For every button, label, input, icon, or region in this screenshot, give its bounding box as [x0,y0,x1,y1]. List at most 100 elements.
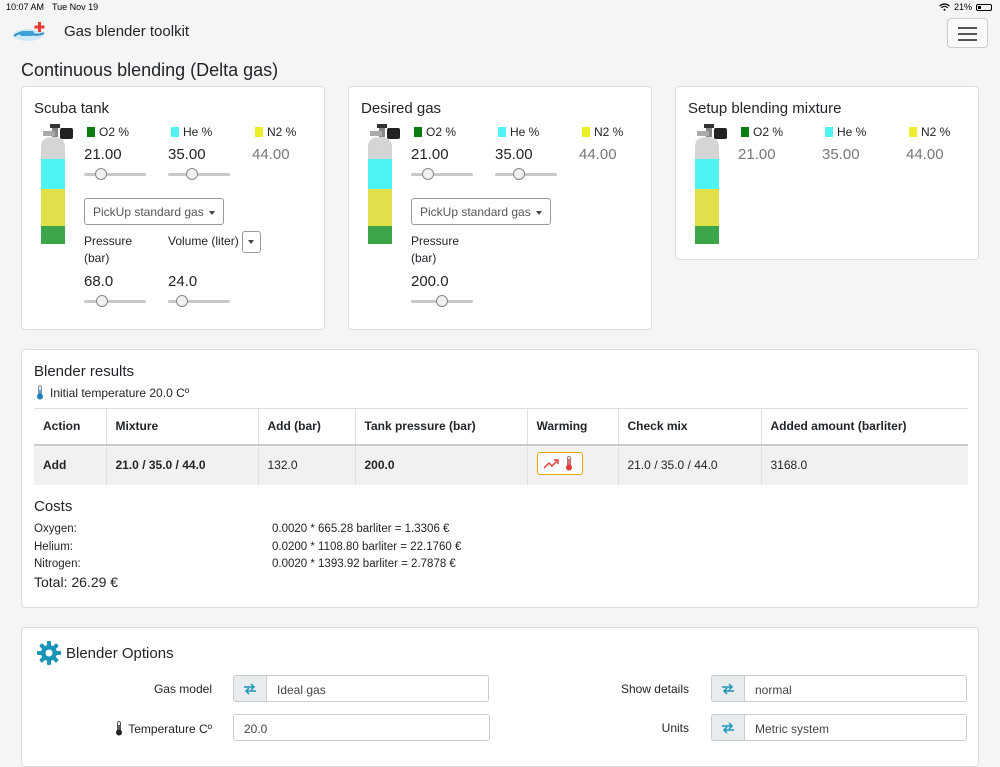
o2-slider[interactable] [84,168,146,180]
cost-value-oxygen: 0.0020 * 665.28 barliter = 1.3306 € [272,523,450,535]
app-logo[interactable] [12,20,48,44]
o2-label: O2 % [414,125,456,139]
slider-thumb[interactable] [94,168,107,180]
n2-flag-icon [582,127,590,137]
o2-value: 21.00 [84,146,122,163]
gas-model-input[interactable]: Ideal gas [267,675,489,702]
slider-thumb[interactable] [185,168,198,180]
units-swap-button[interactable] [711,714,745,741]
gas-model-field: Ideal gas [233,675,489,702]
pressure-value: 68.0 [84,273,114,290]
n2-value: 44.00 [252,146,290,163]
o2-value: 21.00 [738,146,776,163]
cost-label-nitrogen: Nitrogen: [34,558,81,570]
he-label: He % [825,125,866,139]
volume-value: 24.0 [168,273,198,290]
he-flag-icon [171,127,179,137]
units-label: Units [661,721,689,735]
initial-temperature-text: Initial temperature 20.0 Cº [50,385,190,400]
page-title: Continuous blending (Delta gas) [21,60,279,80]
slider-thumb[interactable] [95,295,108,307]
table-header-row: Action Mixture Add (bar) Tank pressure (… [34,408,968,446]
status-date: Tue Nov 19 [52,2,99,12]
cost-value-helium: 0.0200 * 1108.80 barliter = 22.1760 € [272,541,462,553]
gas-model-label: Gas model [153,682,212,696]
temperature-label: Temperature Cº [82,721,212,736]
volume-slider[interactable] [168,295,230,307]
volume-dropdown-button[interactable] [242,231,261,253]
swap-arrows-icon [722,682,734,695]
status-right: 21% [939,2,992,12]
added-amount-cell: 3168.0 [760,444,968,485]
he-label: He % [498,125,539,139]
tank-cylinder-icon [368,124,400,244]
caret-down-icon [248,240,254,244]
battery-percent: 21% [953,2,972,12]
tank-cylinder-icon [41,124,73,244]
he-slider[interactable] [495,168,557,180]
n2-flag-icon [255,127,263,137]
o2-flag-icon [741,127,749,137]
scuba-tank-card: Scuba tank O2 % He % N2 % 21.00 35.00 44… [21,86,325,330]
desired-gas-card: Desired gas O2 % He % N2 % 21.00 35.00 4… [348,86,652,330]
column-header: Check mix [617,408,761,446]
he-value: 35.00 [822,146,860,163]
action-cell: Add [34,444,106,485]
show-details-label: Show details [620,682,689,696]
he-value: 35.00 [168,146,206,163]
slider-thumb[interactable] [421,168,434,180]
blender-results-card: Blender results Initial temperature 20.0… [21,349,979,608]
show-details-swap-button[interactable] [711,675,745,702]
app-title: Gas blender toolkit [64,23,190,40]
add-cell: 132.0 [257,444,355,485]
thermometer-icon [37,385,43,400]
o2-label: O2 % [741,125,783,139]
initial-temperature: Initial temperature 20.0 Cº [36,385,189,400]
he-label: He % [171,125,212,139]
pickup-standard-gas-button[interactable]: PickUp standard gas [411,198,551,225]
thermometer-icon [116,721,123,736]
slider-thumb[interactable] [436,295,448,307]
cost-value-nitrogen: 0.0020 * 1393.92 barliter = 2.7878 € [272,558,456,570]
o2-value: 21.00 [411,146,449,163]
units-input[interactable]: Metric system [745,714,967,741]
pickup-standard-gas-button[interactable]: PickUp standard gas [84,198,224,225]
o2-label: O2 % [87,125,129,139]
battery-icon [976,3,992,11]
navbar: Gas blender toolkit [0,14,1000,50]
pressure-slider[interactable] [411,295,473,307]
scuba-tank-title: Scuba tank [34,100,110,117]
column-header: Added amount (barliter) [760,408,968,446]
show-details-input[interactable]: normal [745,675,967,702]
tank-cylinder-icon [695,124,727,244]
cost-total: Total: 26.29 € [34,574,119,590]
units-field: Metric system [711,714,967,741]
mixture-cell: 21.0 / 35.0 / 44.0 [105,444,258,485]
gas-model-swap-button[interactable] [233,675,267,702]
he-flag-icon [825,127,833,137]
caret-down-icon [208,210,215,215]
menu-toggle-button[interactable] [947,18,988,48]
table-row: Add 21.0 / 35.0 / 44.0 132.0 200.0 21.0 … [34,444,968,485]
setup-blending-card: Setup blending mixture O2 % He % N2 % 21… [675,86,979,260]
column-header: Tank pressure (bar) [354,408,527,446]
warming-button[interactable] [536,452,583,475]
slider-thumb[interactable] [176,295,188,307]
temperature-input[interactable]: 20.0 [233,714,490,741]
he-slider[interactable] [168,168,230,180]
column-header: Mixture [105,408,258,446]
o2-slider[interactable] [411,168,473,180]
volume-label: Volume (liter) [168,234,239,248]
tank-pressure-cell: 200.0 [354,444,527,485]
caret-down-icon [535,210,542,215]
column-header: Add (bar) [257,408,355,446]
results-table: Action Mixture Add (bar) Tank pressure (… [34,408,968,485]
slider-thumb[interactable] [512,168,525,180]
status-time: 10:07 AM [6,2,45,12]
status-bar: 10:07 AM Tue Nov 19 21% [0,0,1000,14]
wifi-icon [939,3,950,11]
blender-results-title: Blender results [34,363,135,380]
n2-label: N2 % [909,125,950,139]
pressure-slider[interactable] [84,295,146,307]
gear-icon [37,641,61,665]
